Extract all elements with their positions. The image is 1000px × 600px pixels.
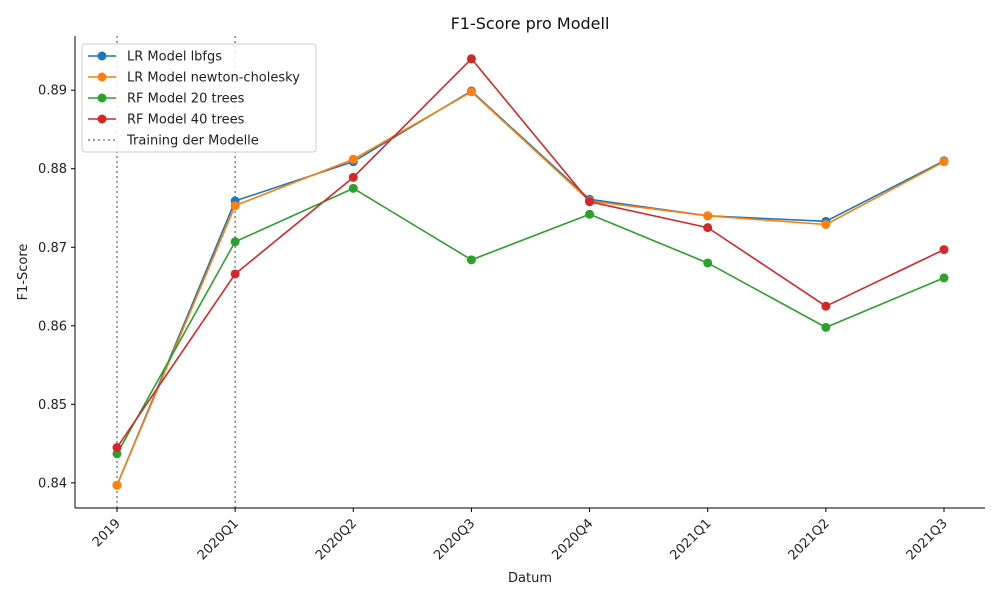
y-tick-label: 0.88 <box>38 162 67 177</box>
legend-label: RF Model 20 trees <box>127 92 245 107</box>
x-tick-label: 2019 <box>90 516 124 550</box>
data-point-lr-model-newton-cholesky <box>112 480 122 490</box>
legend-label: LR Model newton-cholesky <box>127 71 300 86</box>
x-tick-label: 2020Q3 <box>431 516 478 563</box>
y-tick-label: 0.87 <box>38 241 67 256</box>
data-point-lr-model-newton-cholesky <box>230 201 240 211</box>
data-point-rf-model-20-trees <box>939 273 949 283</box>
data-point-lr-model-newton-cholesky <box>821 219 831 229</box>
data-point-rf-model-40-trees <box>821 301 831 311</box>
legend-label: LR Model lbfgs <box>127 50 222 65</box>
legend-marker <box>97 114 107 124</box>
data-point-rf-model-20-trees <box>585 209 595 219</box>
x-tick-label: 2021Q1 <box>667 516 714 563</box>
data-point-rf-model-20-trees <box>348 183 358 193</box>
legend-marker <box>97 51 107 61</box>
y-tick-label: 0.85 <box>38 398 67 413</box>
data-point-rf-model-40-trees <box>230 269 240 279</box>
data-point-rf-model-40-trees <box>703 223 713 233</box>
data-point-rf-model-20-trees <box>230 237 240 247</box>
data-point-rf-model-40-trees <box>585 197 595 207</box>
series-line-lr-model-lbfgs <box>116 90 945 486</box>
x-tick-label: 2020Q4 <box>549 516 596 563</box>
legend-label: Training der Modelle <box>126 134 259 149</box>
x-tick-label: 2021Q3 <box>904 516 951 563</box>
legend-marker <box>97 93 107 103</box>
series-line-rf-model-20-trees <box>116 187 945 455</box>
y-axis-label: F1-Score <box>16 244 31 301</box>
data-point-lr-model-newton-cholesky <box>703 211 713 221</box>
y-tick-label: 0.84 <box>38 476 67 491</box>
legend-label: RF Model 40 trees <box>127 113 245 128</box>
x-tick-label: 2020Q1 <box>195 516 242 563</box>
x-tick-label: 2021Q2 <box>786 516 833 563</box>
data-point-rf-model-20-trees <box>703 258 713 268</box>
y-tick-label: 0.86 <box>38 319 67 334</box>
series-line-rf-model-40-trees <box>116 57 945 448</box>
legend-marker <box>97 72 107 82</box>
series-line-lr-model-newton-cholesky <box>116 90 945 486</box>
data-point-lr-model-newton-cholesky <box>939 157 949 167</box>
chart-title: F1-Score pro Modell <box>451 14 610 33</box>
x-tick-label: 2020Q2 <box>313 516 360 563</box>
data-point-rf-model-20-trees <box>821 322 831 332</box>
data-point-rf-model-40-trees <box>348 172 358 182</box>
legend-box <box>81 43 317 153</box>
data-point-rf-model-20-trees <box>112 449 122 459</box>
data-point-lr-model-newton-cholesky <box>466 87 476 97</box>
data-point-rf-model-40-trees <box>466 54 476 64</box>
data-point-rf-model-40-trees <box>112 443 122 453</box>
data-point-rf-model-40-trees <box>939 245 949 255</box>
x-axis-label: Datum <box>508 571 552 586</box>
data-point-rf-model-20-trees <box>466 255 476 265</box>
y-tick-label: 0.89 <box>38 84 67 99</box>
data-point-lr-model-newton-cholesky <box>348 154 358 164</box>
legend: LR Model lbfgs LR Model newton-cholesky RF… <box>81 43 317 153</box>
